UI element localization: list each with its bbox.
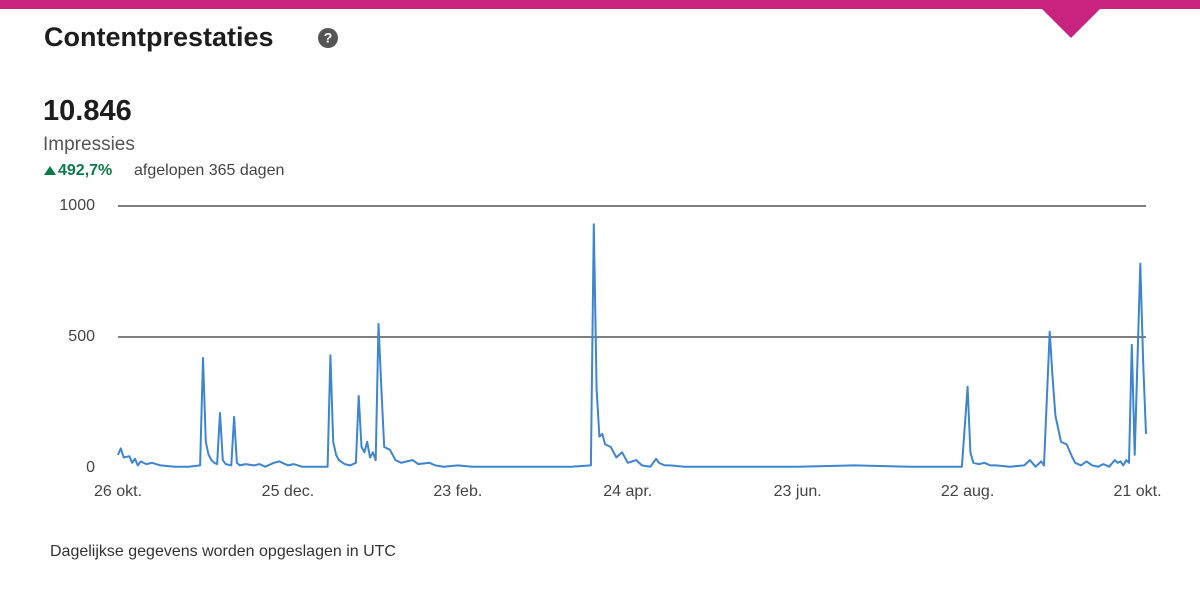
x-tick-label: 21 okt. [1113, 483, 1161, 500]
x-tick-label: 26 okt. [94, 483, 142, 500]
metric-label: Impressies [43, 134, 135, 155]
line-series [117, 223, 1147, 468]
title: Contentprestaties [44, 22, 274, 52]
footnote: Dagelijkse gegevens worden opgeslagen in… [50, 543, 396, 560]
help-icon[interactable] [318, 28, 338, 48]
y-tick-label: 0 [86, 459, 95, 476]
up-arrow [44, 166, 56, 175]
x-tick-label: 25 dec. [262, 483, 314, 500]
metric-period: afgelopen 365 dagen [134, 162, 285, 179]
y-tick-label: 500 [68, 328, 95, 345]
x-tick-label: 24 apr. [603, 483, 652, 500]
x-tick-label: 23 jun. [774, 483, 822, 500]
top-bar-notch [1042, 9, 1100, 38]
x-tick-label: 22 aug. [941, 483, 994, 500]
x-tick-label: 23 feb. [433, 483, 482, 500]
metric-value: 10.846 [43, 95, 132, 127]
help-icon-glyph: ? [324, 30, 333, 46]
y-tick-label: 1000 [59, 197, 95, 214]
metric-change: 492,7% [58, 162, 113, 179]
top-bar [0, 0, 1200, 9]
